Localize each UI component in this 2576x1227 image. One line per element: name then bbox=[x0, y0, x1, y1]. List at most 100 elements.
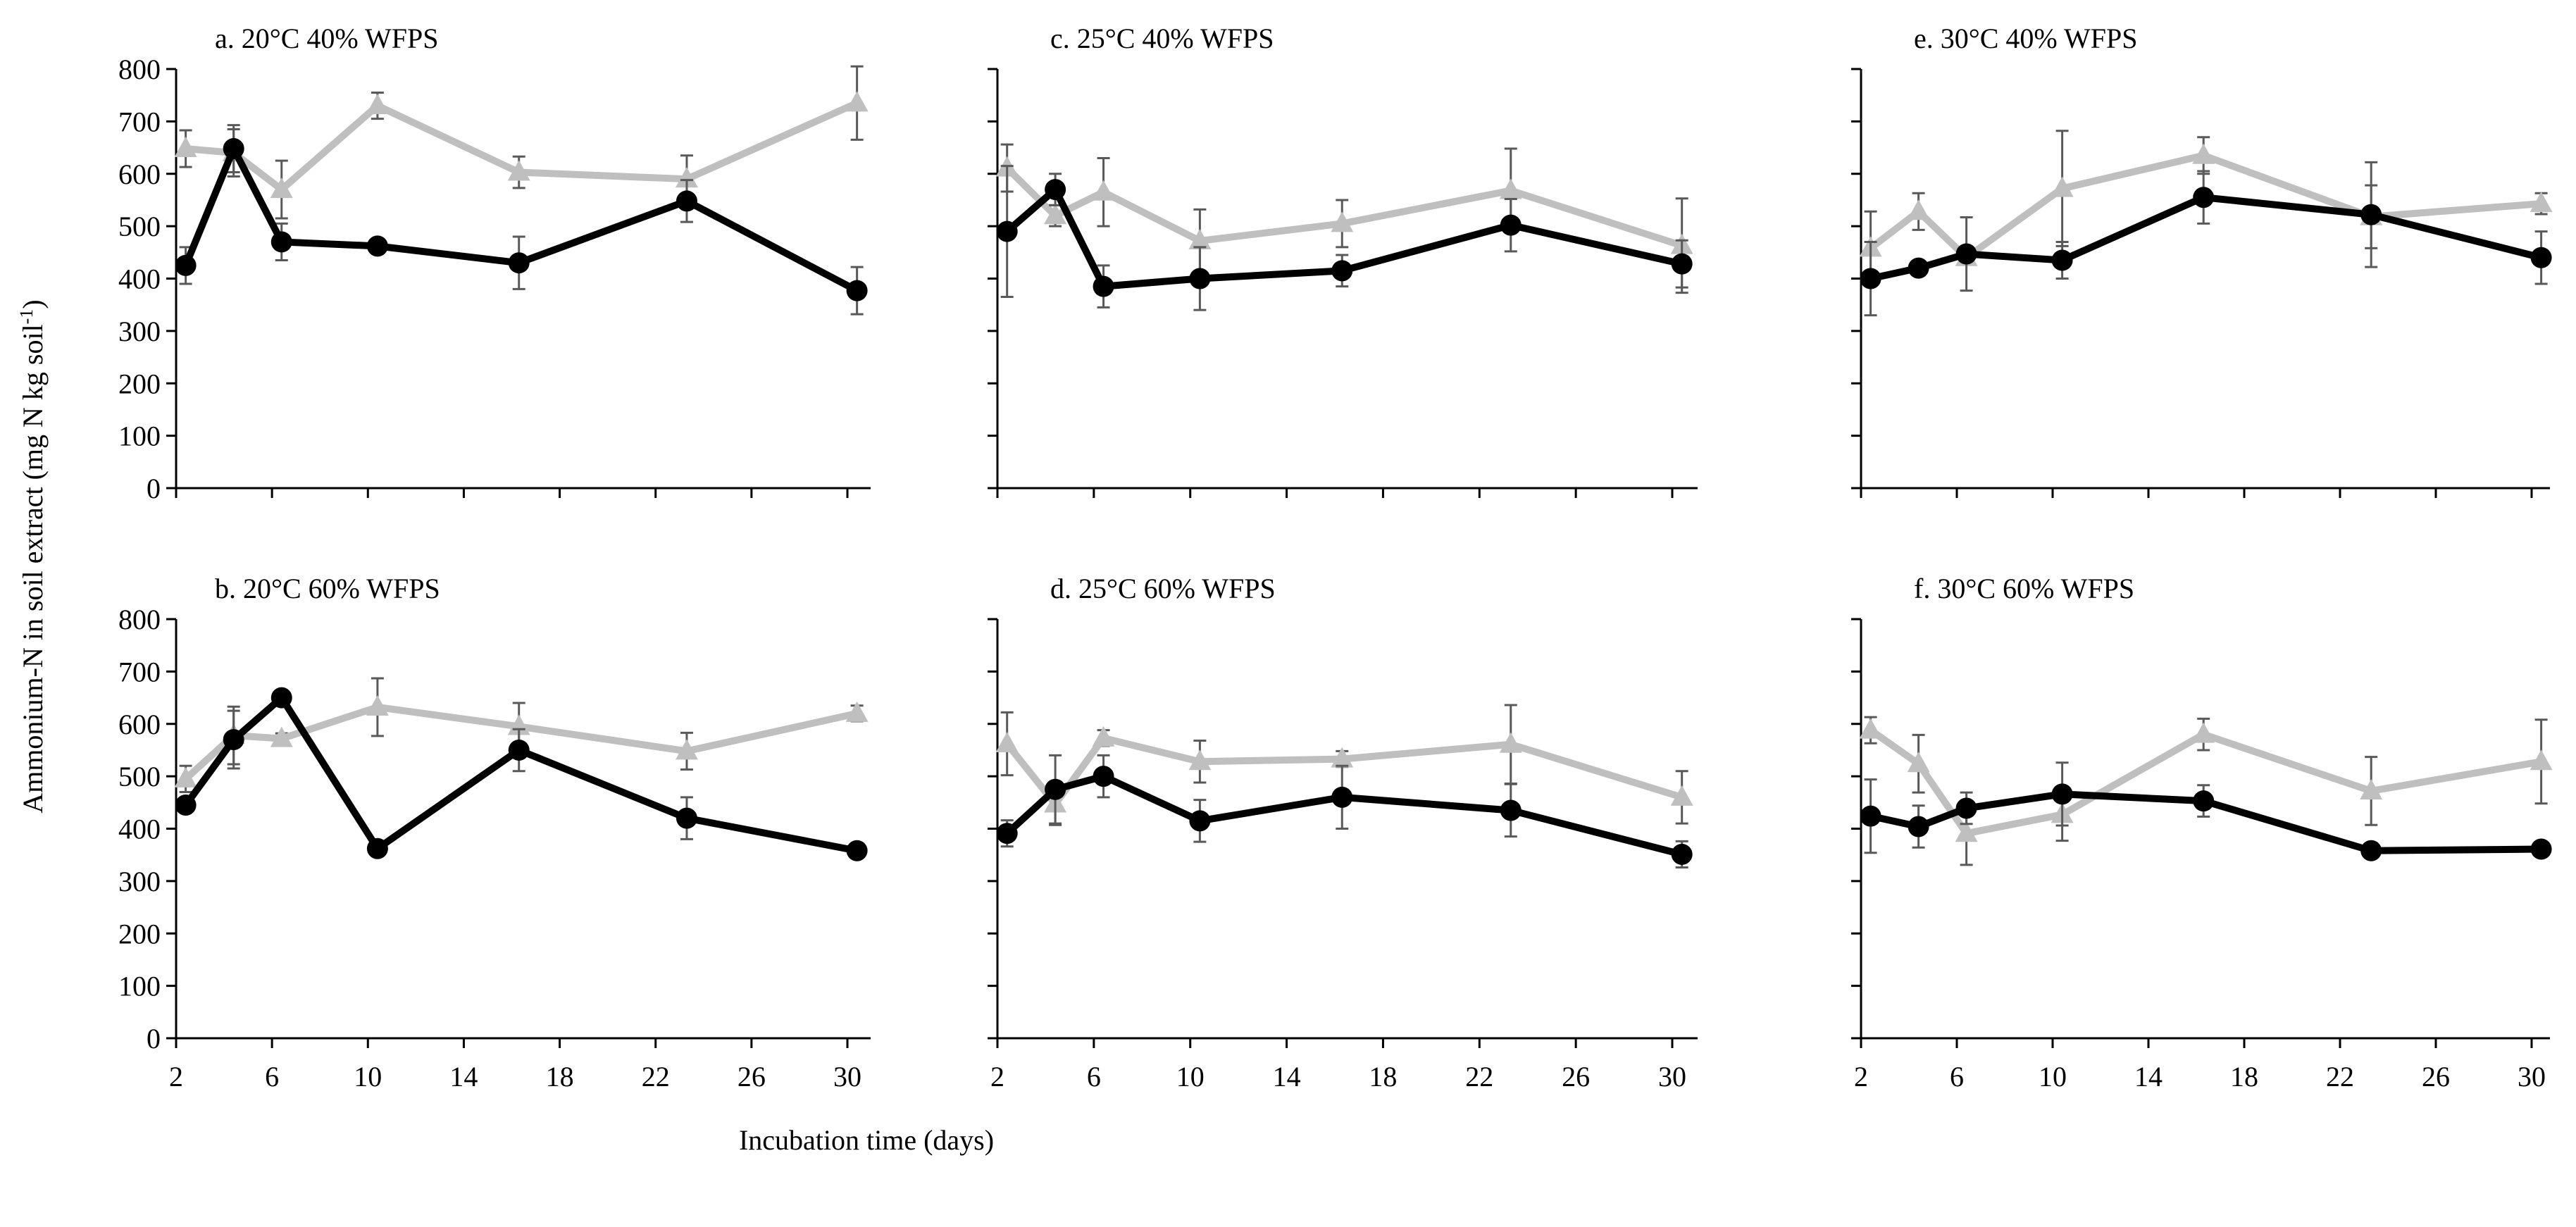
x-tick-label: 10 bbox=[2039, 1061, 2067, 1092]
data-point bbox=[1331, 260, 1353, 282]
x-axis-label: Incubation time (days) bbox=[739, 1124, 994, 1156]
data-point bbox=[1092, 725, 1115, 747]
x-tick-label: 22 bbox=[642, 1061, 670, 1092]
data-point bbox=[270, 687, 292, 709]
y-axis-label-end: ) bbox=[17, 299, 49, 309]
x-tick-label: 30 bbox=[833, 1061, 861, 1092]
data-point bbox=[2530, 749, 2553, 771]
y-axis-label-main: Ammonium-N in soil extract (mg N kg soil bbox=[17, 324, 49, 813]
data-point bbox=[2530, 838, 2552, 860]
y-tick-label: 100 bbox=[118, 421, 161, 452]
data-point bbox=[1331, 747, 1354, 768]
y-tick-label: 400 bbox=[118, 814, 161, 845]
panel-title: f. 30°C 60% WFPS bbox=[1914, 573, 2134, 604]
data-point bbox=[174, 766, 197, 787]
data-point bbox=[846, 280, 868, 301]
data-point bbox=[1955, 243, 1977, 265]
x-tick-label: 10 bbox=[1176, 1061, 1205, 1092]
x-tick-label: 6 bbox=[1087, 1061, 1101, 1092]
x-tick-label: 14 bbox=[449, 1061, 478, 1092]
panel-c: c. 25°C 40% WFPS bbox=[988, 23, 1698, 498]
y-axis-label: Ammonium-N in soil extract (mg N kg soil… bbox=[16, 299, 49, 813]
data-point bbox=[1908, 257, 1929, 279]
x-tick-label: 18 bbox=[2230, 1061, 2258, 1092]
data-point bbox=[175, 795, 197, 816]
x-tick-label: 22 bbox=[2326, 1061, 2354, 1092]
data-point bbox=[2051, 249, 2073, 271]
y-tick-label: 700 bbox=[118, 106, 161, 137]
y-tick-label: 600 bbox=[118, 709, 161, 740]
data-point bbox=[2530, 192, 2553, 213]
series-line bbox=[1004, 166, 1684, 249]
data-point bbox=[1670, 785, 1693, 806]
panel-title: c. 25°C 40% WFPS bbox=[1050, 23, 1274, 54]
y-tick-label: 800 bbox=[118, 604, 161, 635]
data-point bbox=[1044, 204, 1067, 225]
x-tick-label: 10 bbox=[354, 1061, 382, 1092]
x-tick-label: 14 bbox=[1273, 1061, 1301, 1092]
data-point bbox=[1860, 805, 1881, 827]
data-point bbox=[1500, 799, 1522, 821]
y-tick-label: 600 bbox=[118, 158, 161, 190]
data-point bbox=[1671, 843, 1693, 865]
x-tick-label: 22 bbox=[1465, 1061, 1493, 1092]
y-tick-label: 200 bbox=[118, 918, 161, 949]
data-point bbox=[995, 732, 1019, 753]
y-tick-label: 300 bbox=[118, 866, 161, 897]
panel-title: a. 20°C 40% WFPS bbox=[215, 23, 439, 54]
y-tick-label: 0 bbox=[147, 1023, 161, 1054]
series-gray-triangle bbox=[995, 143, 1693, 294]
data-point bbox=[1955, 797, 1977, 819]
data-point bbox=[1907, 199, 1930, 220]
data-point bbox=[2051, 176, 2074, 197]
x-tick-label: 6 bbox=[265, 1061, 279, 1092]
data-point bbox=[366, 695, 389, 716]
data-point bbox=[508, 252, 530, 274]
data-point bbox=[1188, 749, 1212, 771]
x-tick-label: 6 bbox=[1950, 1061, 1964, 1092]
x-tick-label: 18 bbox=[1369, 1061, 1397, 1092]
data-point bbox=[996, 823, 1018, 845]
data-point bbox=[2360, 840, 2382, 861]
data-point bbox=[223, 138, 244, 160]
x-tick-label: 26 bbox=[738, 1061, 766, 1092]
data-point bbox=[270, 231, 292, 253]
y-tick-label: 500 bbox=[118, 761, 161, 792]
data-point bbox=[1499, 732, 1522, 753]
y-tick-label: 400 bbox=[118, 263, 161, 295]
data-point bbox=[1045, 179, 1066, 201]
y-tick-label: 300 bbox=[118, 316, 161, 347]
data-point bbox=[1189, 268, 1211, 289]
panel-title: d. 25°C 60% WFPS bbox=[1050, 573, 1276, 604]
data-point bbox=[2192, 143, 2215, 164]
data-point bbox=[675, 739, 698, 760]
data-point bbox=[1908, 816, 1929, 837]
data-point bbox=[270, 177, 293, 199]
data-point bbox=[1188, 228, 1212, 249]
data-point bbox=[845, 91, 869, 112]
x-tick-label: 26 bbox=[1562, 1061, 1590, 1092]
data-point bbox=[1955, 821, 1978, 842]
data-point bbox=[2360, 204, 2382, 225]
data-point bbox=[675, 167, 698, 188]
series-black-circle bbox=[996, 754, 1693, 869]
y-tick-label: 800 bbox=[118, 54, 161, 85]
x-tick-label: 2 bbox=[990, 1061, 1004, 1092]
data-point bbox=[1092, 180, 1115, 201]
y-tick-label: 200 bbox=[118, 368, 161, 399]
data-point bbox=[223, 729, 244, 751]
data-point bbox=[174, 137, 197, 158]
data-point bbox=[1860, 268, 1881, 289]
x-tick-label: 2 bbox=[169, 1061, 183, 1092]
series-black-circle bbox=[175, 687, 868, 861]
series-gray-triangle bbox=[174, 65, 869, 220]
panel-title: e. 30°C 40% WFPS bbox=[1914, 23, 2138, 54]
data-point bbox=[270, 726, 293, 747]
data-point bbox=[1331, 786, 1353, 808]
data-point bbox=[676, 190, 697, 212]
y-axis-label-sup: -1 bbox=[16, 309, 37, 325]
data-point bbox=[2193, 187, 2215, 208]
